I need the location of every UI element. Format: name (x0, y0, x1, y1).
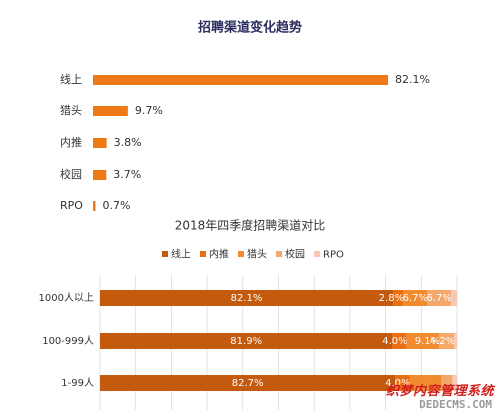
chart1-bar (93, 106, 128, 116)
chart2-bar-segment (100, 333, 393, 349)
chart2-category-label: 1000人以上 (39, 292, 94, 304)
chart2-legend-swatch (314, 251, 320, 257)
chart2-legend-label: 校园 (285, 248, 305, 261)
chart2-segment-label: 4.0% (382, 336, 407, 347)
chart1-value-label: 0.7% (103, 199, 131, 212)
chart2-segment-label: 4.0% (385, 378, 410, 389)
chart2-legend-swatch (200, 251, 206, 257)
chart1-value-label: 3.7% (113, 168, 141, 181)
chart2-legend-label: RPO (323, 250, 344, 261)
chart1-category-label: 线上 (60, 72, 82, 86)
chart2-segment-label: 2.8% (379, 293, 404, 304)
chart1-bar (93, 75, 388, 85)
chart2-legend-swatch (238, 251, 244, 257)
chart1-value-label: 9.7% (135, 104, 163, 117)
chart2-bar-segment (439, 333, 455, 349)
chart2-segment-label: 81.9% (230, 336, 262, 347)
chart2-bar-segment (454, 333, 457, 349)
chart2-legend-swatch (276, 251, 282, 257)
chart1-category-label: 校园 (60, 167, 82, 181)
chart2-category-label: 1-99人 (61, 377, 94, 389)
chart2-bar-segment (393, 290, 404, 306)
chart2-bar-segment (409, 375, 442, 391)
chart1-title: 招聘渠道变化趋势 (198, 20, 302, 36)
chart2-legend-label: 线上 (171, 248, 191, 261)
chart1-bar (93, 201, 96, 211)
chart1-value-label: 82.1% (395, 73, 430, 86)
chart2-segment-label: 4.2% (430, 336, 455, 347)
chart1-bar (93, 138, 107, 148)
chart2-bar-segment (392, 333, 407, 349)
chart2-bar-segment (441, 375, 453, 391)
chart2-bar-segment (452, 375, 457, 391)
chart2-bar-segment (403, 290, 428, 306)
chart2-segment-label: 82.7% (232, 378, 264, 389)
chart2-segment-label: 9.1% (415, 336, 440, 347)
chart2-segment-label: 6.7% (427, 293, 452, 304)
chart2-title: 2018年四季度招聘渠道对比 (175, 218, 326, 233)
chart2-segment-label: 82.1% (231, 293, 263, 304)
chart2-bar-segment (100, 290, 394, 306)
chart1-bar (93, 170, 107, 180)
chart1-category-label: RPO (60, 199, 83, 212)
chart2-bar-segment (100, 375, 396, 391)
chart2-legend-swatch (162, 251, 168, 257)
chart2-bar-segment (450, 290, 457, 306)
chart1-value-label: 3.8% (114, 136, 142, 149)
chart2-bar-segment (395, 375, 410, 391)
chart1-category-label: 内推 (60, 135, 82, 149)
chart2-category-label: 100-999人 (42, 335, 94, 347)
chart2-legend-label: 内推 (209, 248, 229, 261)
chart2-bar-segment (427, 290, 451, 306)
chart1-category-label: 猎头 (60, 103, 82, 117)
chart2-segment-label: 6.7% (403, 293, 428, 304)
chart2-legend-label: 猎头 (247, 248, 267, 261)
chart2-bar-segment (406, 333, 440, 349)
